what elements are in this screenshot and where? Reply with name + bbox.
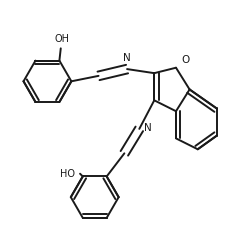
Text: HO: HO [61, 169, 76, 179]
Text: O: O [181, 55, 189, 65]
Text: OH: OH [55, 34, 70, 44]
Text: N: N [123, 53, 131, 63]
Text: N: N [144, 122, 152, 132]
